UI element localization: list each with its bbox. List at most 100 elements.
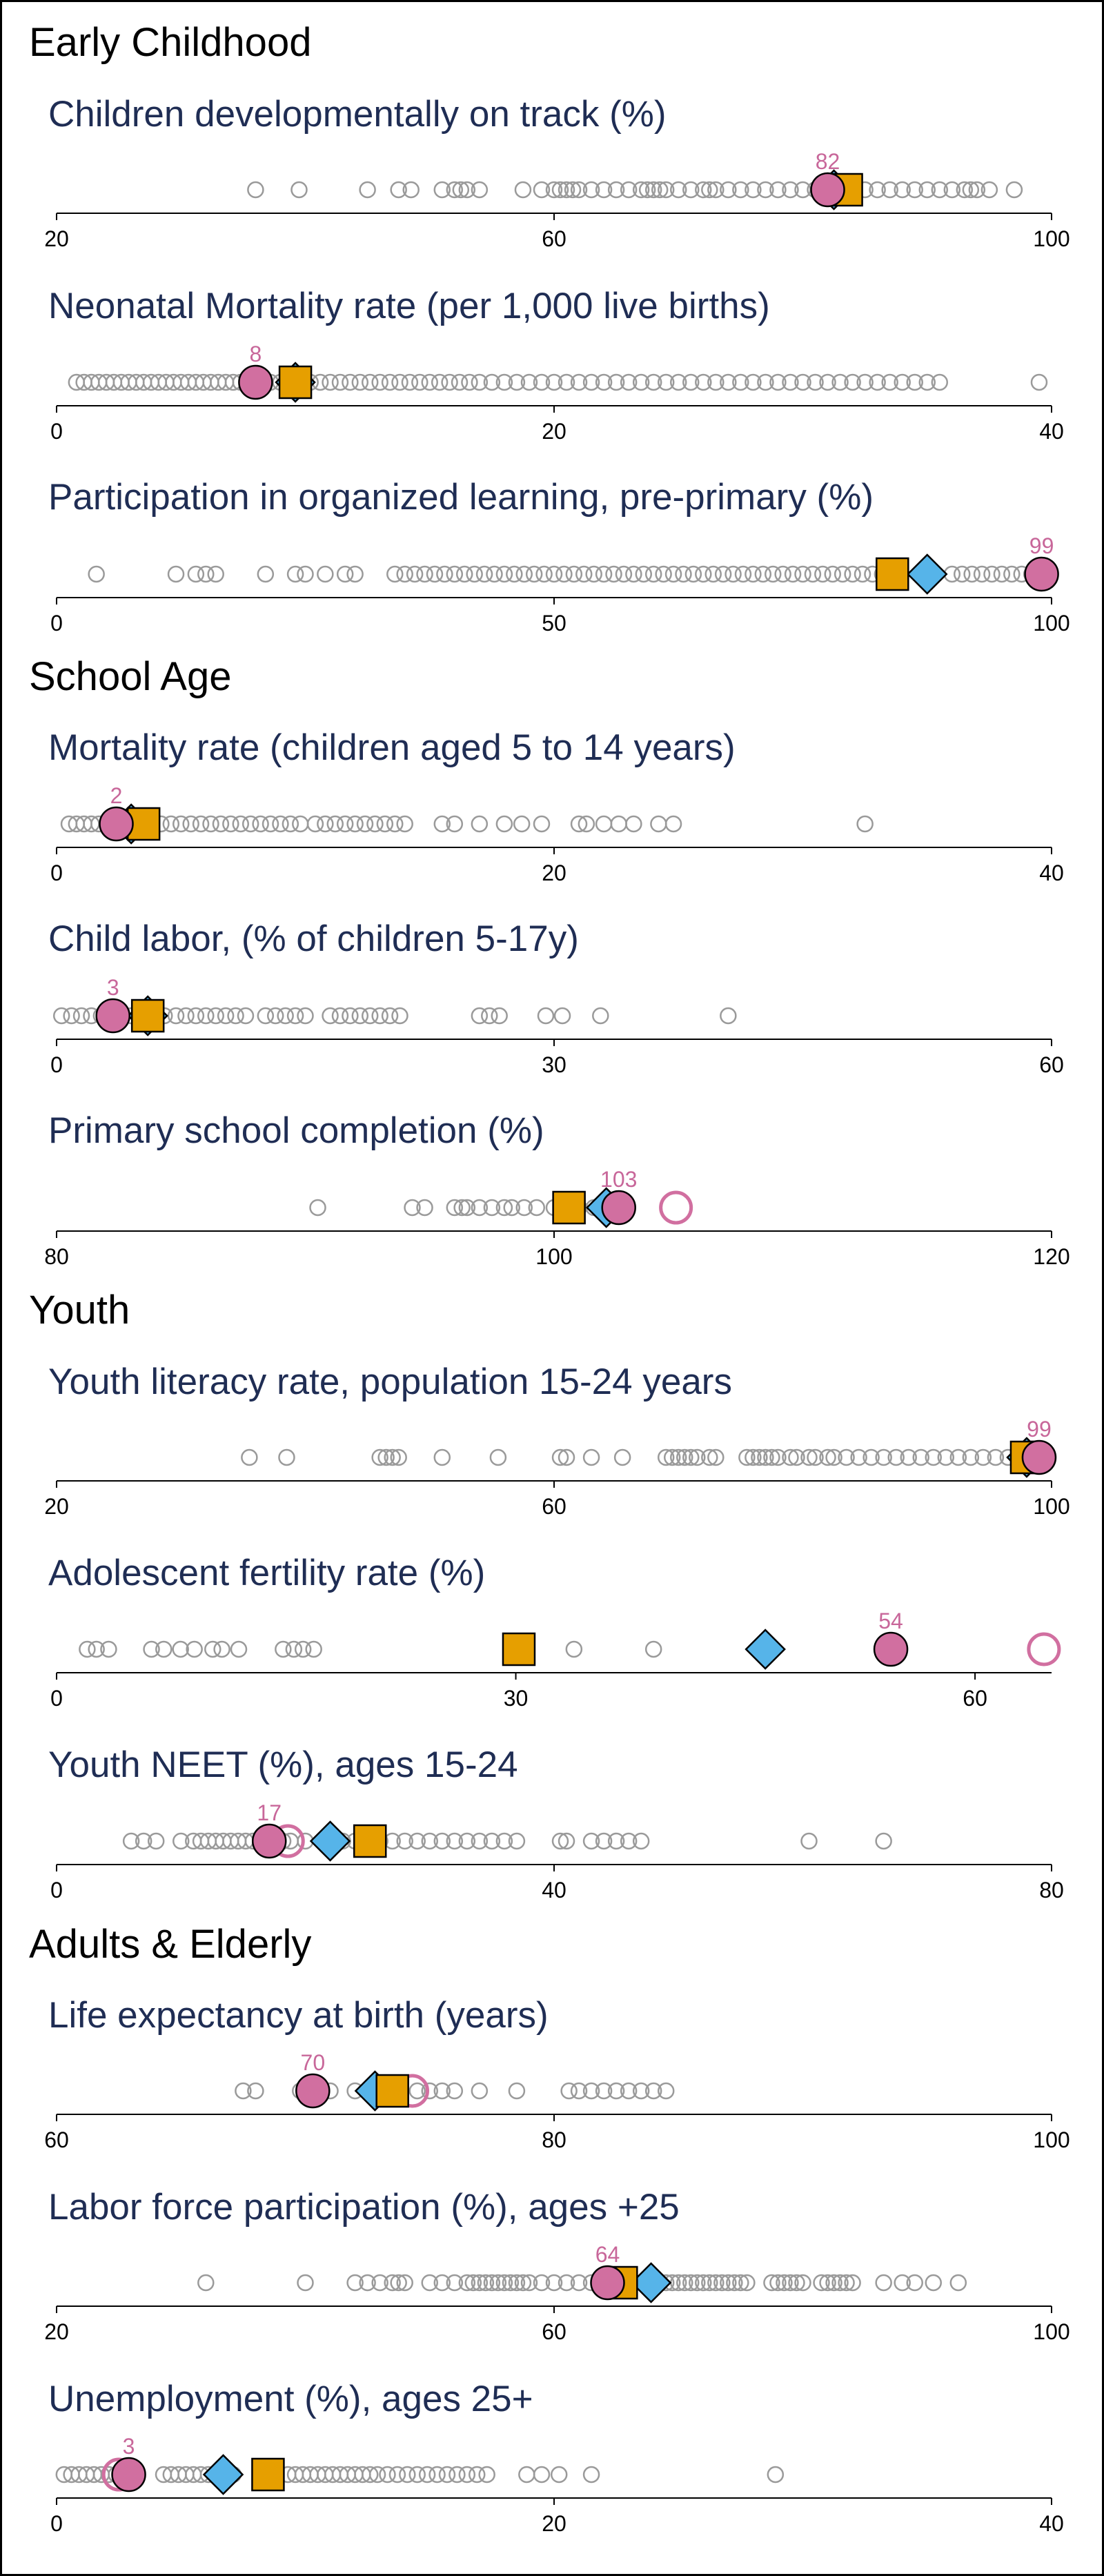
other-country-point: [644, 565, 662, 583]
other-country-point: [404, 1199, 421, 1217]
other-country-point: [100, 1640, 117, 1658]
other-country-point: [533, 2274, 551, 2292]
other-country-point: [471, 815, 489, 833]
other-country-point: [495, 1832, 513, 1850]
other-country-point: [595, 181, 613, 199]
country-point: [810, 172, 845, 208]
other-country-point: [187, 1007, 205, 1025]
other-country-point: [714, 565, 732, 583]
other-country-point: [520, 2274, 538, 2292]
other-country-point: [391, 373, 408, 391]
other-country-point: [551, 1832, 569, 1850]
other-country-point: [620, 1832, 638, 1850]
other-country-point: [458, 1832, 476, 1850]
other-country-point: [446, 181, 464, 199]
other-country-point: [478, 2466, 495, 2484]
other-country-point: [275, 1640, 292, 1658]
panel-title: Children developmentally on track (%): [48, 94, 667, 135]
country-point: [95, 998, 130, 1034]
other-country-point: [794, 565, 811, 583]
other-country-point: [481, 1007, 498, 1025]
other-country-point: [513, 815, 531, 833]
other-country-point: [317, 565, 334, 583]
other-country-point: [468, 2466, 486, 2484]
other-country-point: [63, 1007, 80, 1025]
other-country-point: [508, 2274, 526, 2292]
other-country-point: [359, 181, 376, 199]
other-country-point: [595, 2082, 613, 2100]
other-country-point: [754, 565, 772, 583]
other-country-point: [684, 565, 702, 583]
other-country-point: [477, 2274, 495, 2292]
other-country-point: [361, 2466, 379, 2484]
other-country-point: [408, 1832, 426, 1850]
other-country-point: [644, 181, 662, 199]
other-country-point: [515, 1199, 533, 1217]
other-country-point: [555, 565, 573, 583]
other-country-point: [52, 1007, 70, 1025]
other-country-point: [558, 181, 575, 199]
other-country-point: [204, 1640, 221, 1658]
other-country-point: [774, 565, 791, 583]
other-country-point: [570, 2082, 588, 2100]
other-country-point: [953, 565, 971, 583]
other-country-point: [390, 181, 407, 199]
other-country-point: [88, 1640, 105, 1658]
other-country-point: [515, 565, 533, 583]
other-country-point: [707, 373, 724, 391]
average-diamond-point: [745, 1629, 786, 1670]
x-tick-label: 40: [1039, 2511, 1064, 2536]
country-point: [238, 364, 273, 400]
panel-title: Life expectancy at birth (years): [48, 1995, 549, 2036]
other-country-point: [757, 181, 774, 199]
other-country-point: [297, 565, 314, 583]
other-country-point: [1030, 373, 1048, 391]
other-country-point: [819, 373, 836, 391]
average-square-point: [251, 2457, 285, 2492]
average-square-point: [375, 2074, 409, 2108]
other-country-point: [533, 181, 551, 199]
other-country-point: [800, 1832, 818, 1850]
other-country-point: [1003, 565, 1021, 583]
other-country-point: [297, 1007, 314, 1025]
x-tick-label: 50: [542, 611, 566, 636]
panel-title: Youth NEET (%), ages 15-24: [48, 1744, 518, 1785]
other-country-point: [241, 815, 259, 833]
other-country-point: [825, 1448, 842, 1466]
other-country-point: [545, 181, 563, 199]
other-country-point: [433, 1448, 451, 1466]
other-country-point: [386, 815, 404, 833]
other-country-point: [794, 373, 811, 391]
other-country-point: [565, 1640, 583, 1658]
other-country-point: [514, 181, 532, 199]
other-country-point: [834, 565, 851, 583]
other-country-point: [704, 565, 722, 583]
other-country-point: [782, 373, 799, 391]
other-country-point: [875, 1832, 892, 1850]
x-tick-label: 100: [1033, 2127, 1070, 2152]
other-country-point: [545, 2274, 563, 2292]
other-country-point: [446, 1199, 464, 1217]
other-country-point: [676, 2274, 693, 2292]
other-country-point: [918, 373, 936, 391]
indicator-panel: Life expectancy at birth (years) 60 80 100 7…: [44, 1995, 1070, 2152]
x-tick-label: 20: [44, 226, 69, 251]
other-country-point: [433, 1832, 451, 1850]
other-country-point: [381, 1007, 399, 1025]
other-country-point: [644, 1640, 662, 1658]
other-country-point: [918, 181, 936, 199]
other-country-point: [525, 565, 543, 583]
other-country-point: [595, 1832, 613, 1850]
other-country-point: [745, 1448, 762, 1466]
other-country-point: [720, 373, 737, 391]
country-point: [111, 2457, 146, 2493]
other-country-point: [277, 1007, 294, 1025]
x-tick-label: 100: [1033, 611, 1070, 636]
other-country-point: [396, 815, 413, 833]
other-country-point: [471, 1832, 489, 1850]
other-country-point: [396, 2274, 413, 2292]
country-value-label: 70: [301, 2050, 326, 2075]
other-country-point: [757, 373, 774, 391]
other-country-point: [207, 1007, 224, 1025]
